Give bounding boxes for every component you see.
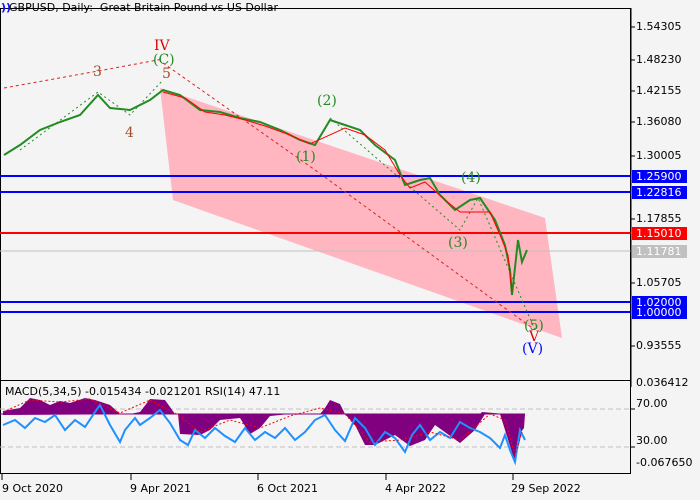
wave-label-2: (2) (317, 93, 337, 109)
indicator-axis-label: 30.00 (636, 434, 668, 447)
wave-line-red-upper (3, 58, 164, 89)
price-level-tag: 1.25900 (632, 170, 687, 183)
price-series (3, 88, 528, 296)
price-level-tag: 1.02000 (632, 296, 687, 309)
wave-label-1: (1) (296, 149, 316, 165)
descending-channel (160, 88, 562, 338)
macd-signal-line (2, 398, 523, 457)
wave-label-5-paren: (5) (524, 318, 544, 334)
time-axis-label: 6 Oct 2021 (257, 482, 319, 495)
time-axis-label: 29 Sep 2022 (511, 482, 581, 495)
price-axis-ticks (631, 26, 635, 448)
wave-line-green-fall (329, 117, 536, 331)
price-series-bear (162, 91, 513, 293)
price-level-tag: 1.00000 (632, 306, 687, 319)
wave-label-3: 3 (93, 64, 102, 80)
price-axis-label: 1.30005 (636, 149, 682, 162)
indicator-axis-label: -0.067650 (636, 456, 693, 469)
wave-line-red-lower (162, 62, 536, 331)
wave-label-C: (C) (153, 52, 175, 68)
wave-label-3-paren: (3) (448, 235, 468, 251)
wave-line-green-rise (19, 79, 164, 151)
price-axis-label: 1.36080 (636, 115, 682, 128)
wave-label-4-paren: (4) (461, 170, 481, 186)
price-level-tag: 1.15010 (632, 227, 687, 240)
time-axis-label: 9 Apr 2021 (130, 482, 192, 495)
wave-label-4: 4 (125, 125, 134, 141)
wave-label-V-paren: (V) (522, 341, 544, 357)
price-level-tag: 1.22816 (632, 186, 687, 199)
time-axis-label: 9 Oct 2020 (2, 482, 64, 495)
price-level-tag: 1.11781 (632, 245, 687, 258)
price-axis-label: 1.48230 (636, 53, 682, 66)
price-axis-label: 0.93555 (636, 339, 682, 352)
time-axis-label: 4 Apr 2022 (385, 482, 447, 495)
macd-hist-positive-1 (3, 398, 175, 415)
price-axis-label: 1.42155 (636, 84, 682, 97)
macd-hist-negative-4 (480, 412, 525, 460)
wave-label-V: V (529, 329, 540, 345)
wave-label-5: 5 (162, 66, 171, 82)
price-axis-label: 1.05705 (636, 276, 682, 289)
price-axis-label: 1.54305 (636, 20, 682, 33)
indicator-panel-frame (0, 380, 631, 474)
indicator-axis-label: 0.036412 (636, 376, 689, 389)
wave-label-IV: IV (154, 38, 170, 54)
price-axis-label: 1.17855 (636, 212, 682, 225)
indicator-axis-label: 70.00 (636, 397, 668, 410)
chart-title: GBPUSD, Daily: Great Britain Pound vs US… (9, 1, 278, 14)
corner-wave-icon: )) (1, 1, 12, 14)
time-axis-ticks (1, 474, 514, 480)
indicator-title: MACD(5,34,5) -0.015434 -0.021201 RSI(14)… (5, 385, 281, 398)
rsi-line (2, 403, 526, 466)
